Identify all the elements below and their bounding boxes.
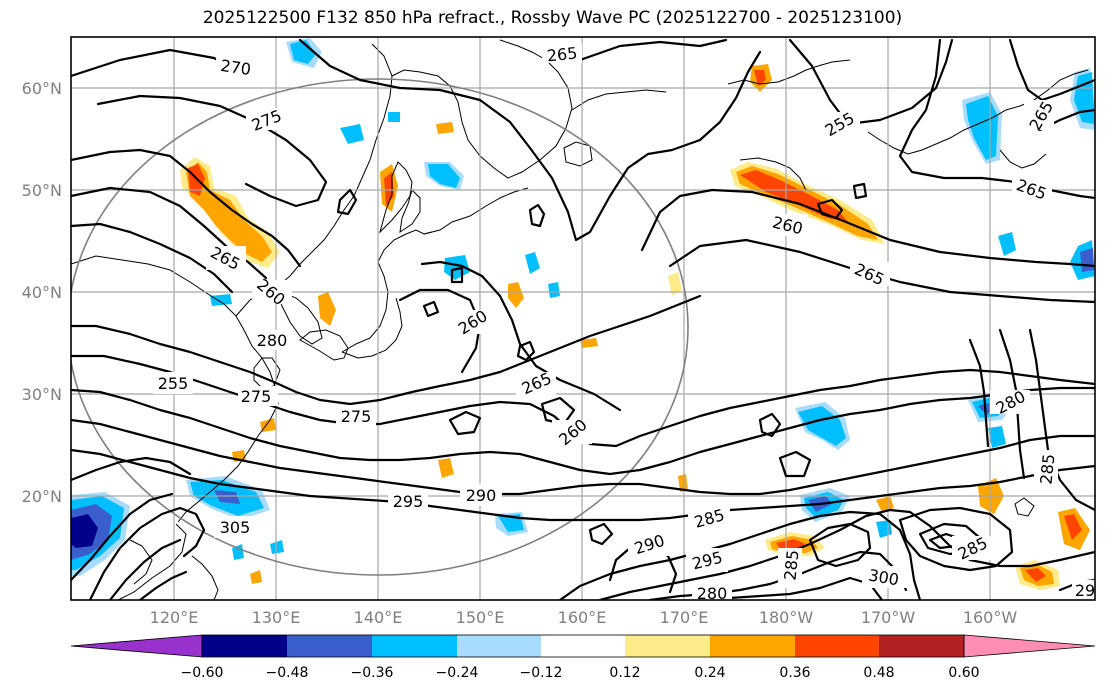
lat-label: 30°N [22, 385, 62, 404]
lat-label: 20°N [22, 487, 62, 506]
lon-label: 170°W [861, 608, 916, 627]
colorbar-label: 0.12 [609, 665, 640, 681]
colorbar-segment [541, 635, 625, 657]
contour-label: 285 [1036, 453, 1058, 485]
colorbar-segment [625, 635, 710, 657]
colorbar-segment [879, 635, 964, 657]
colorbar-label: 0.48 [863, 665, 894, 681]
contour-label: 275 [241, 387, 272, 406]
colorbar-segment [795, 635, 879, 657]
gridlines [71, 37, 1095, 600]
contour-label: 305 [220, 518, 251, 537]
contour-label: 285 [780, 549, 802, 581]
lon-label: 120°E [150, 608, 199, 627]
lat-label: 40°N [22, 283, 62, 302]
lon-label: 140°E [354, 608, 403, 627]
colorbar-extend-right [963, 634, 1096, 658]
map-title: 2025122500 F132 850 hPa refract., Rossby… [202, 8, 903, 28]
lon-label: 180°W [759, 608, 814, 627]
contour-label: 270 [219, 56, 252, 79]
colorbar-label: −0.60 [181, 665, 224, 681]
lon-label: 170°E [660, 608, 709, 627]
colorbar-segment [457, 635, 541, 657]
longitude-labels: 120°E 130°E 140°E 150°E 160°E 170°E 180°… [150, 608, 1018, 627]
lat-label: 60°N [22, 79, 62, 98]
reference-circle [71, 78, 689, 576]
colorbar-segment [287, 635, 372, 657]
colorbar-label: 0.24 [694, 665, 725, 681]
lon-label: 160°E [558, 608, 607, 627]
colorbar-label: −0.12 [520, 665, 563, 681]
contour-label: 280 [257, 331, 288, 350]
contour-label: 29 [1075, 581, 1095, 600]
lon-label: 150°E [456, 608, 505, 627]
colorbar-label: −0.48 [266, 665, 309, 681]
lon-label: 160°W [963, 608, 1018, 627]
contour-label: 295 [393, 492, 424, 511]
colorbar-label: 0.36 [779, 665, 810, 681]
contour-labels: 270 265 275 255 265 265 260 265 265 260 … [158, 43, 1095, 603]
contour-label: 290 [466, 486, 497, 505]
lon-label: 130°E [252, 608, 301, 627]
colorbar-segment [202, 635, 287, 657]
map-frame [70, 36, 1096, 601]
latitude-labels: 60°N 50°N 40°N 30°N 20°N [22, 79, 62, 506]
contour-label: 280 [697, 584, 728, 603]
contour-label: 275 [341, 407, 372, 426]
lat-label: 50°N [22, 181, 62, 200]
colorbar-label: −0.36 [351, 665, 394, 681]
map-area [71, 37, 1095, 600]
colorbar-segment [710, 635, 795, 657]
colorbar-extend-left [70, 634, 203, 658]
colorbar-label: −0.24 [436, 665, 479, 681]
colorbar-label: 0.60 [948, 665, 979, 681]
contour-label: 265 [546, 43, 578, 65]
colorbar-segment [372, 635, 457, 657]
colorbar: −0.60 −0.48 −0.36 −0.24 −0.12 0.12 0.24 … [70, 634, 1096, 681]
contour-label: 255 [158, 374, 189, 393]
